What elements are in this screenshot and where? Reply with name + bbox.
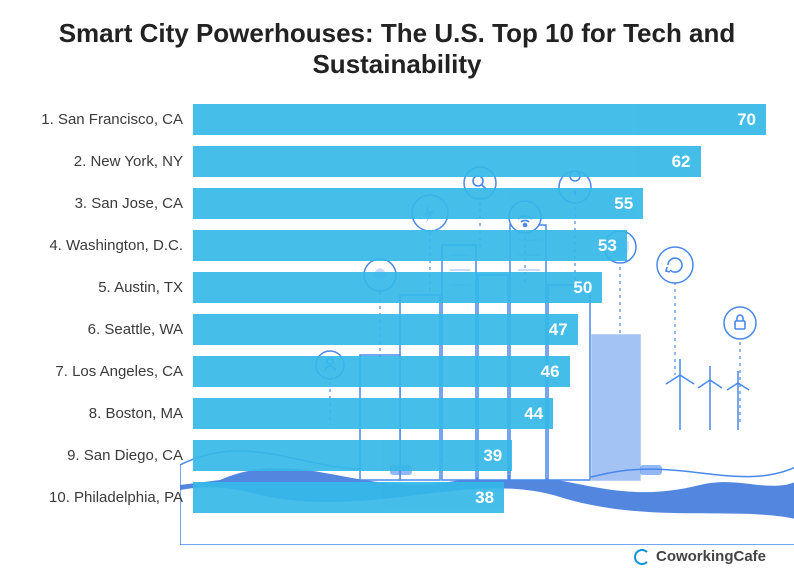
chart-row: 5. Austin, TX 50 [28, 272, 766, 303]
bar-track: 47 [193, 314, 766, 345]
bar-track: 44 [193, 398, 766, 429]
bar-chart: 1. San Francisco, CA 70 2. New York, NY 62 3… [28, 104, 766, 513]
bar: 39 [193, 440, 512, 471]
chart-title: Smart City Powerhouses: The U.S. Top 10 … [28, 18, 766, 80]
bar-value: 46 [541, 362, 560, 382]
bar: 46 [193, 356, 570, 387]
bar-track: 38 [193, 482, 766, 513]
bar: 50 [193, 272, 602, 303]
bar: 62 [193, 146, 701, 177]
bar: 44 [193, 398, 553, 429]
city-label: 5. Austin, TX [28, 279, 183, 296]
chart-row: 7. Los Angeles, CA 46 [28, 356, 766, 387]
bar-track: 39 [193, 440, 766, 471]
chart-row: 2. New York, NY 62 [28, 146, 766, 177]
chart-row: 9. San Diego, CA 39 [28, 440, 766, 471]
city-label: 2. New York, NY [28, 153, 183, 170]
bar-track: 62 [193, 146, 766, 177]
chart-row: 10. Philadelphia, PA 38 [28, 482, 766, 513]
bar: 53 [193, 230, 627, 261]
chart-row: 8. Boston, MA 44 [28, 398, 766, 429]
bar: 70 [193, 104, 766, 135]
bar-track: 70 [193, 104, 766, 135]
bar-value: 62 [672, 152, 691, 172]
bar-value: 70 [737, 110, 756, 130]
attribution-label: CoworkingCafe [656, 548, 766, 565]
chart-row: 4. Washington, D.C. 53 [28, 230, 766, 261]
chart-row: 1. San Francisco, CA 70 [28, 104, 766, 135]
bar: 38 [193, 482, 504, 513]
coworkingcafe-logo-icon [634, 549, 650, 565]
bar-value: 44 [524, 404, 543, 424]
city-label: 10. Philadelphia, PA [28, 489, 183, 506]
city-label: 7. Los Angeles, CA [28, 363, 183, 380]
bar-track: 55 [193, 188, 766, 219]
bar-value: 47 [549, 320, 568, 340]
bar-track: 46 [193, 356, 766, 387]
bar-track: 53 [193, 230, 766, 261]
city-label: 9. San Diego, CA [28, 447, 183, 464]
city-label: 4. Washington, D.C. [28, 237, 183, 254]
bar-value: 50 [573, 278, 592, 298]
bar-value: 38 [475, 488, 494, 508]
chart-row: 3. San Jose, CA 55 [28, 188, 766, 219]
bar-value: 53 [598, 236, 617, 256]
city-label: 3. San Jose, CA [28, 195, 183, 212]
city-label: 8. Boston, MA [28, 405, 183, 422]
chart-row: 6. Seattle, WA 47 [28, 314, 766, 345]
bar: 55 [193, 188, 643, 219]
bar-value: 55 [614, 194, 633, 214]
city-label: 6. Seattle, WA [28, 321, 183, 338]
bar: 47 [193, 314, 578, 345]
city-label: 1. San Francisco, CA [28, 111, 183, 128]
bar-track: 50 [193, 272, 766, 303]
attribution: CoworkingCafe [634, 548, 766, 565]
bar-value: 39 [483, 446, 502, 466]
